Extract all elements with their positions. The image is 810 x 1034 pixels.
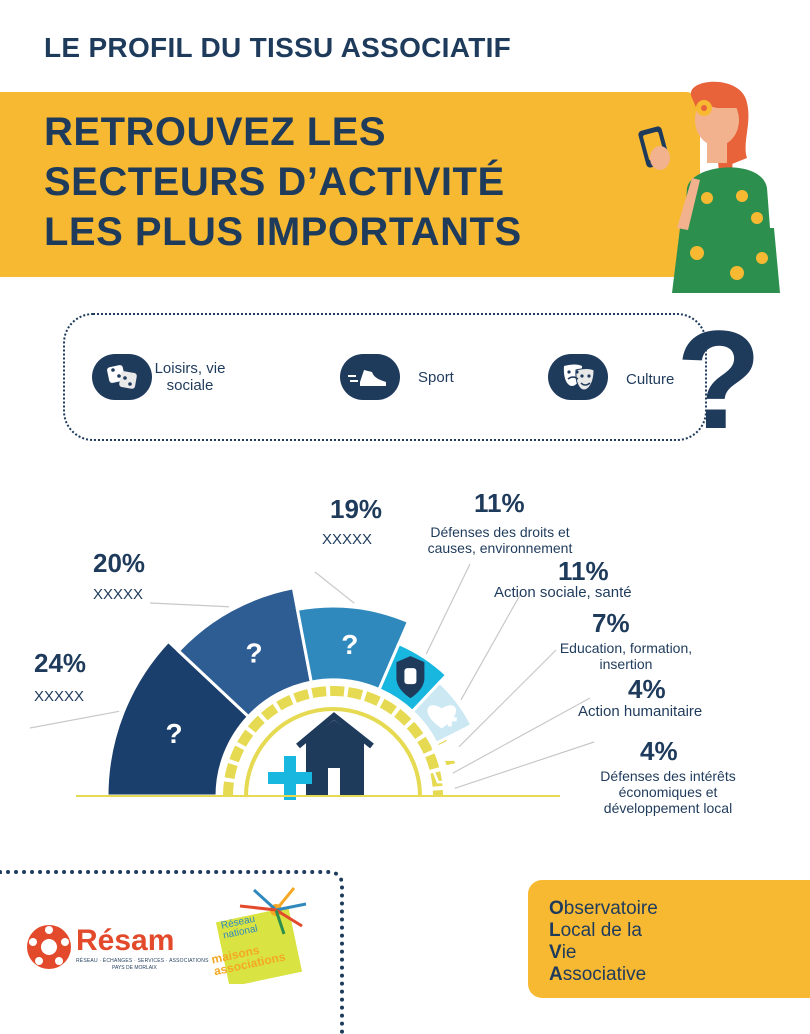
segment-6-label: Education, formation, insertion — [559, 640, 693, 672]
banner-title-line-1: RETROUVEZ LES — [44, 110, 387, 154]
resam-sub: PAYS DE MORLAIX — [112, 965, 157, 971]
segment-8-leader — [454, 741, 595, 789]
sneaker-icon — [340, 354, 400, 400]
segment-7-leader — [452, 697, 591, 774]
segment-3-label: XXXXX — [322, 531, 373, 548]
title-banner — [0, 92, 700, 277]
resam-logo-icon — [27, 925, 71, 969]
segment-6-leader — [456, 649, 557, 750]
segment-1-leader — [29, 710, 120, 729]
chart-leader-lines — [29, 563, 595, 789]
segment-5-percentage: 11% — [558, 556, 609, 586]
graduation-cap-icon — [431, 740, 464, 761]
segment-4-percentage: 11% — [474, 488, 525, 518]
footer-dotted-frame — [0, 870, 344, 1034]
segment-3-percentage: 19% — [330, 494, 383, 524]
woman-with-phone-illustration — [638, 81, 780, 293]
segment-5-label: Action sociale, santé — [494, 584, 632, 601]
segment-7-percentage: 4% — [628, 674, 666, 704]
segment-8-percentage: 4% — [640, 736, 678, 766]
sectors-semi-donut-chart: ??? — [29, 563, 595, 800]
heart-cross-icon — [427, 705, 457, 729]
segment-3 — [295, 604, 411, 692]
olva-box — [528, 880, 810, 998]
top-sectors-box — [63, 313, 707, 441]
segment-2 — [176, 586, 314, 719]
segment-8 — [446, 779, 453, 798]
segment-2-percentage: 20% — [93, 548, 146, 578]
center-house-icon — [223, 686, 443, 800]
dice-icon — [92, 354, 152, 400]
hands-heart-icon — [432, 763, 464, 784]
chart-segment-marks: ??? — [165, 629, 464, 784]
segment-1 — [105, 639, 251, 798]
theater-masks-icon — [548, 354, 608, 400]
segment-4-leader — [425, 563, 471, 655]
segment-2-mark: ? — [245, 637, 262, 668]
olva-line-1: Observatoire — [549, 898, 658, 919]
segment-3-mark: ? — [341, 629, 358, 660]
segment-6-percentage: 7% — [592, 608, 630, 638]
banner-title-line-2: SECTEURS D’ACTIVITÉ — [44, 160, 505, 204]
top-sector-label-2: Sport — [418, 369, 454, 386]
page-title: LE PROFIL DU TISSU ASSOCIATIF — [44, 32, 512, 63]
rnma-logo-icon — [215, 887, 307, 984]
top-sector-label-3: Culture — [626, 371, 675, 388]
olva-line-2: Local de la — [549, 920, 642, 941]
segment-7-label: Action humanitaire — [578, 703, 703, 720]
segment-4-label: Défenses des droits et causes, environne… — [427, 524, 573, 556]
segment-3-leader — [314, 571, 355, 604]
banner-title-line-3: LES PLUS IMPORTANTS — [44, 210, 522, 254]
top-sector-label-1: Loisirs, vie sociale — [154, 360, 226, 394]
resam-tagline: RÉSEAU · ÉCHANGES · SERVICES · ASSOCIATI… — [76, 958, 209, 964]
segment-1-percentage: 24% — [34, 648, 87, 678]
question-mark: ? — [676, 301, 762, 458]
olva-line-3: Vie — [549, 942, 577, 963]
segment-5-leader — [460, 594, 521, 701]
segment-8-label: Défenses des intérêts économiques et dév… — [600, 768, 736, 816]
resam-logo-text: Résam — [76, 924, 175, 957]
segment-1-label: XXXXX — [34, 688, 85, 705]
segment-2-leader — [149, 602, 229, 608]
segment-2-label: XXXXX — [93, 586, 144, 603]
olva-line-4: Associative — [549, 964, 647, 985]
segment-1-mark: ? — [165, 718, 182, 749]
hand-shield-icon — [396, 656, 425, 699]
